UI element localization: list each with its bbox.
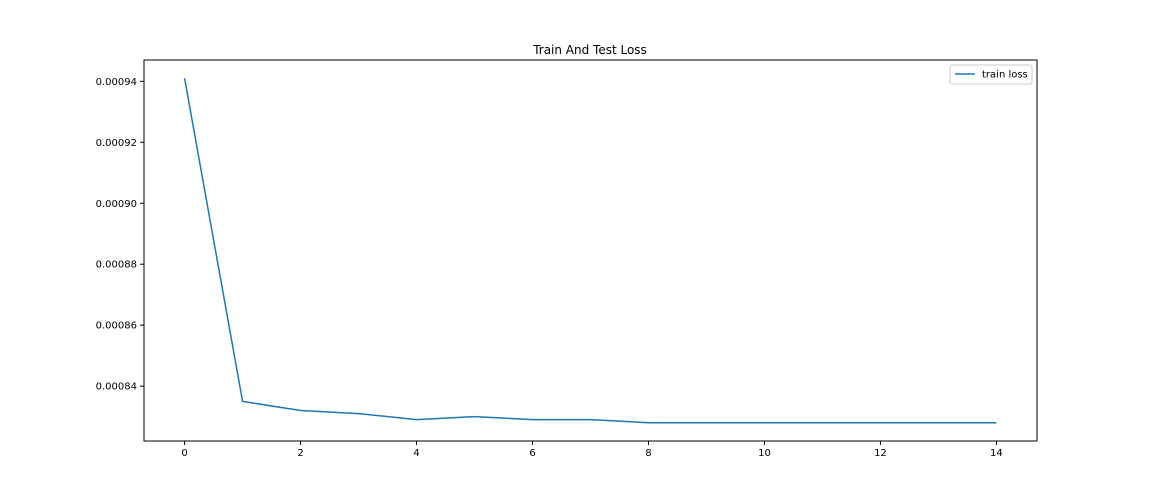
- x-tick-label: 0: [181, 448, 187, 459]
- legend-label-train-loss: train loss: [982, 70, 1028, 81]
- x-tick-label: 2: [297, 448, 303, 459]
- x-tick-label: 8: [645, 448, 651, 459]
- series-line-train-loss: [183, 78, 997, 424]
- plot-area: [143, 59, 1038, 442]
- y-tick-label: 0.00090: [96, 199, 137, 210]
- chart-title: Train And Test Loss: [532, 43, 647, 57]
- x-axis: 0 2 4 6 8 10 12 14: [181, 441, 1003, 459]
- x-tick-label: 4: [413, 448, 419, 459]
- y-tick-label: 0.00092: [96, 138, 137, 149]
- y-tick-label: 0.00094: [96, 77, 137, 88]
- y-axis: 0.00084 0.00086 0.00088 0.00090 0.00092 0.000…: [96, 77, 144, 393]
- y-tick-label: 0.00086: [96, 321, 137, 332]
- x-tick-label: 10: [758, 448, 771, 459]
- series-layer: [183, 78, 997, 424]
- x-tick-label: 12: [874, 448, 887, 459]
- y-tick-label: 0.00088: [96, 260, 137, 271]
- x-tick-label: 14: [990, 448, 1003, 459]
- x-tick-label: 6: [529, 448, 535, 459]
- legend: train loss: [949, 64, 1033, 85]
- legend-box: [949, 64, 1033, 85]
- y-tick-label: 0.00084: [96, 382, 137, 393]
